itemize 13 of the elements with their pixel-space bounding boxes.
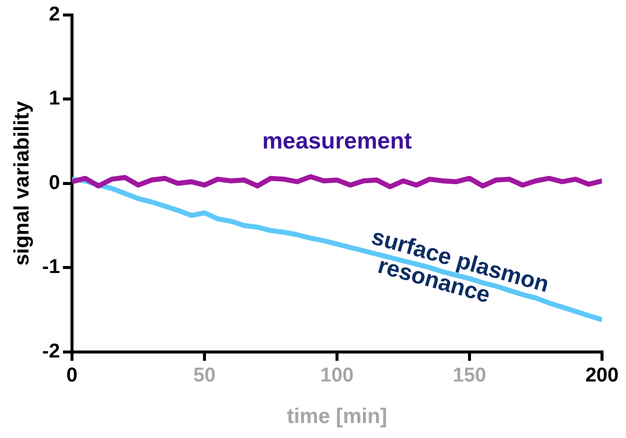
- y-tick-label: 1: [48, 88, 60, 110]
- x-axis-title: time [min]: [286, 405, 388, 428]
- series-label: measurement: [262, 127, 412, 154]
- y-tick-label: 2: [48, 4, 60, 26]
- y-axis-title: signal variability: [10, 100, 34, 266]
- x-tick-label: 150: [452, 364, 486, 386]
- x-tick-label: 0: [66, 364, 78, 386]
- y-tick-label: -1: [42, 256, 60, 278]
- x-tick-label: 50: [193, 364, 216, 386]
- x-tick-label: 200: [585, 364, 619, 386]
- y-tick-label: -2: [42, 340, 60, 362]
- y-tick-label: 0: [48, 172, 60, 194]
- x-tick-label: 100: [320, 364, 354, 386]
